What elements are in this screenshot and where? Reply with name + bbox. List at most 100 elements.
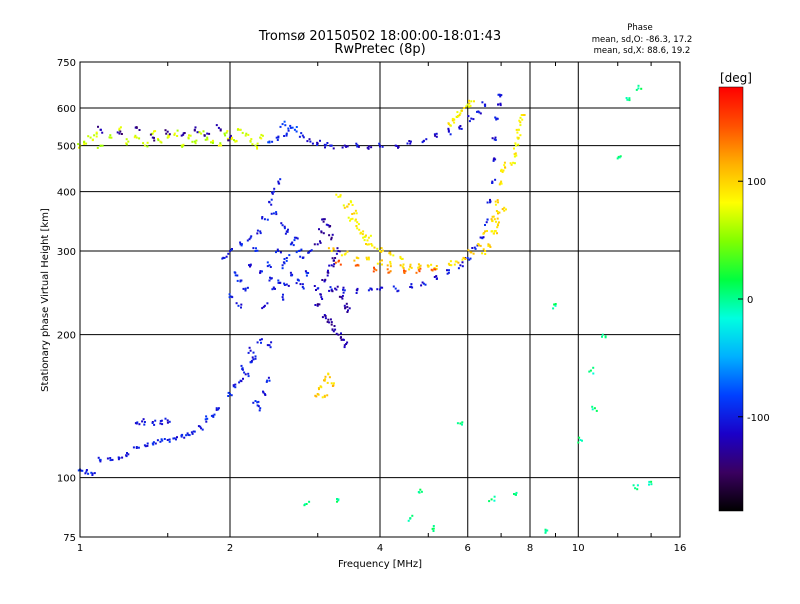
data-point — [95, 131, 98, 134]
data-point — [381, 263, 383, 266]
data-point — [366, 239, 369, 242]
data-point — [206, 136, 209, 139]
data-point — [346, 205, 349, 208]
data-point — [277, 281, 280, 284]
data-point — [461, 265, 464, 268]
data-point — [134, 134, 137, 137]
data-point — [151, 136, 154, 139]
data-point — [99, 460, 102, 463]
data-point — [318, 388, 320, 391]
data-point — [363, 235, 366, 238]
data-point — [336, 247, 339, 250]
data-point — [337, 250, 340, 252]
data-point — [473, 100, 475, 103]
data-point — [501, 208, 504, 211]
data-point — [453, 263, 456, 266]
data-point — [365, 234, 367, 237]
colorbar-tick-label: 100 — [747, 177, 766, 188]
data-point — [466, 103, 469, 106]
data-point — [447, 262, 450, 265]
data-point — [267, 376, 270, 379]
data-point — [389, 251, 392, 254]
data-point — [109, 134, 112, 137]
data-point — [309, 250, 312, 252]
data-point — [515, 154, 518, 157]
data-point — [318, 228, 320, 231]
data-point — [266, 344, 269, 347]
data-point — [258, 409, 261, 412]
data-point — [417, 268, 420, 271]
data-point — [90, 471, 93, 474]
data-point — [283, 227, 286, 230]
data-point — [256, 232, 259, 235]
data-point — [249, 349, 252, 352]
x-tick-label: 10 — [572, 543, 585, 554]
data-point — [392, 254, 395, 257]
data-point — [264, 394, 267, 396]
data-point — [425, 138, 428, 141]
data-point — [346, 305, 349, 308]
data-point — [327, 372, 330, 375]
data-point — [490, 218, 493, 221]
data-point — [256, 341, 259, 344]
data-point — [451, 119, 454, 122]
data-point — [267, 141, 270, 144]
data-point — [327, 224, 330, 227]
data-point — [276, 248, 279, 251]
data-point — [183, 132, 186, 134]
data-point — [149, 133, 152, 136]
data-point — [345, 302, 348, 305]
data-point — [466, 257, 469, 259]
colorbar-tick-label: 0 — [747, 295, 753, 306]
data-point — [544, 530, 547, 533]
data-point — [595, 409, 598, 412]
data-point — [286, 230, 289, 233]
data-point — [297, 279, 300, 282]
data-point — [210, 141, 212, 144]
data-point — [357, 257, 360, 260]
data-point — [219, 128, 222, 131]
data-point — [242, 377, 244, 380]
data-point — [452, 118, 455, 121]
data-point — [272, 286, 275, 289]
data-point — [341, 146, 344, 149]
data-point — [146, 444, 149, 447]
data-point — [321, 298, 324, 300]
data-point — [323, 394, 326, 397]
x-tick-label: 1 — [77, 543, 83, 554]
data-point — [146, 442, 149, 445]
data-point — [321, 279, 324, 281]
data-point — [417, 266, 420, 269]
data-point — [516, 136, 519, 139]
data-point — [288, 254, 291, 257]
data-point — [254, 357, 257, 360]
data-point — [275, 211, 278, 214]
data-point — [499, 102, 502, 105]
data-point — [277, 135, 280, 138]
data-point — [325, 144, 328, 147]
data-point — [203, 134, 206, 137]
data-point — [498, 93, 501, 96]
data-point — [268, 264, 271, 267]
data-point — [78, 146, 80, 149]
data-point — [272, 287, 275, 290]
data-point — [347, 309, 349, 312]
data-point — [389, 262, 392, 265]
data-point — [329, 318, 332, 321]
data-point — [295, 130, 298, 133]
data-point — [236, 279, 239, 282]
data-point — [410, 283, 413, 286]
data-point — [226, 130, 229, 133]
data-point — [106, 457, 109, 460]
data-point — [552, 307, 555, 310]
y-tick-label: 750 — [57, 58, 76, 69]
data-point — [151, 422, 154, 424]
data-point — [409, 517, 412, 520]
data-point — [157, 139, 160, 142]
data-point — [186, 432, 189, 435]
data-point — [478, 244, 480, 247]
data-point — [469, 251, 472, 254]
data-point — [486, 230, 488, 232]
data-point — [493, 218, 496, 221]
data-point — [628, 97, 631, 100]
